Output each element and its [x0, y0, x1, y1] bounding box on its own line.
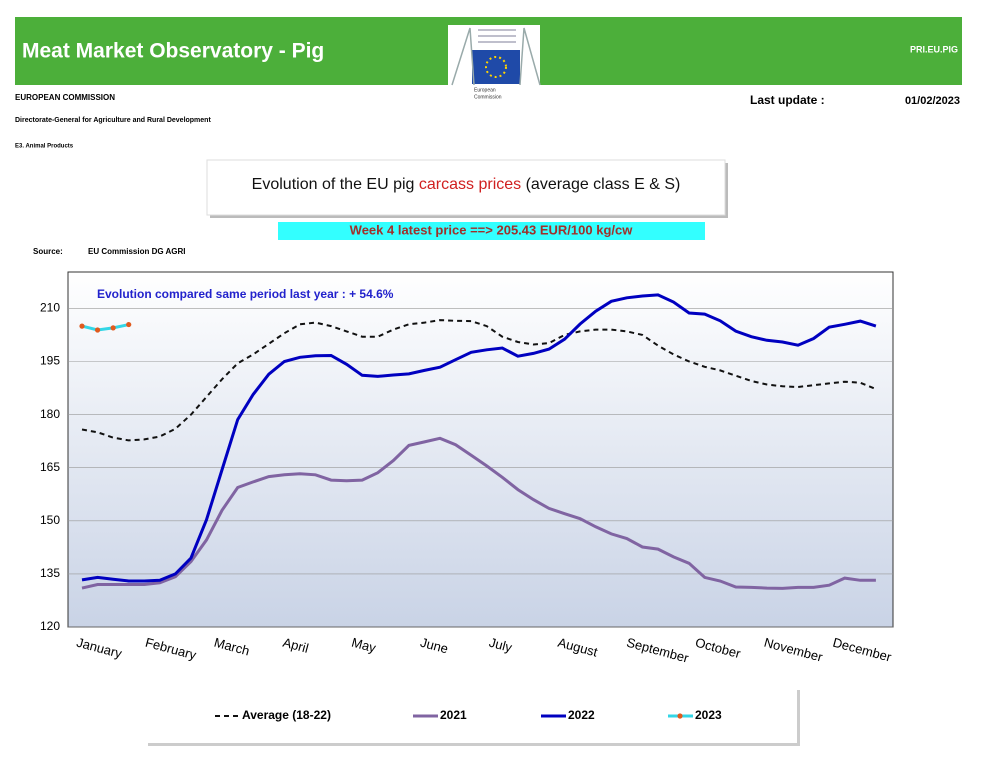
latest-price: Week 4 latest price ==> 205.43 EUR/100 k… — [350, 222, 634, 237]
legend-label: Average (18-22) — [242, 708, 331, 722]
title-part: (average class E & S) — [521, 176, 680, 193]
title-box — [206, 159, 726, 216]
dg: Directorate-General for Agriculture and … — [15, 117, 211, 124]
title-part: Evolution of the EU pig — [252, 176, 419, 193]
series-line — [81, 319, 877, 442]
logo-text: European — [474, 87, 496, 93]
y-tick-label: 195 — [40, 354, 60, 368]
chart-title: Evolution of the EU pig carcass prices (… — [252, 176, 681, 193]
x-tick-label: October — [694, 635, 743, 662]
annotation: Evolution compared same period last year… — [97, 287, 394, 301]
series-marker — [79, 323, 85, 329]
x-tick-label: July — [487, 635, 514, 656]
title-part: carcass prices — [419, 176, 521, 193]
latest-price-box — [278, 222, 705, 240]
x-tick-label: September — [625, 635, 691, 666]
y-tick-label: 135 — [40, 566, 60, 580]
logo-text: Commission — [474, 94, 502, 100]
series-line — [81, 323, 130, 332]
org: EUROPEAN COMMISSION — [15, 93, 115, 102]
header-code: PRI.EU.PIG — [910, 44, 958, 54]
x-tick-label: December — [831, 635, 893, 665]
update-date: 01/02/2023 — [905, 95, 960, 107]
legend-label: 2021 — [440, 708, 467, 722]
legend-marker — [677, 713, 683, 719]
x-tick-label: November — [762, 635, 824, 665]
update-label: Last update : — [750, 93, 825, 107]
series-marker — [94, 327, 101, 333]
y-tick-label: 120 — [40, 619, 60, 633]
logo: European Commission — [448, 25, 541, 105]
x-tick-label: August — [556, 635, 599, 660]
header-title: Meat Market Observatory - Pig — [22, 40, 324, 63]
legend-label: 2023 — [695, 708, 722, 722]
series-line — [81, 293, 877, 583]
x-tick-label: March — [212, 635, 251, 659]
series-marker — [110, 325, 116, 331]
series-line — [81, 436, 876, 590]
y-tick-label: 165 — [40, 460, 60, 474]
y-tick-label: 150 — [40, 513, 60, 527]
legend-label: 2022 — [568, 708, 595, 722]
x-tick-label: June — [419, 635, 450, 657]
plot-area — [67, 271, 894, 628]
series-marker — [126, 321, 132, 328]
x-tick-label: February — [144, 635, 199, 663]
y-tick-label: 180 — [40, 407, 60, 421]
y-tick-label: 210 — [40, 301, 60, 315]
x-tick-label: May — [350, 635, 378, 656]
source-label: Source: — [33, 247, 63, 256]
x-tick-label: April — [281, 635, 310, 656]
unit: E3. Animal Products — [15, 144, 74, 150]
x-tick-label: January — [75, 635, 124, 662]
source: EU Commission DG AGRI — [88, 247, 186, 256]
